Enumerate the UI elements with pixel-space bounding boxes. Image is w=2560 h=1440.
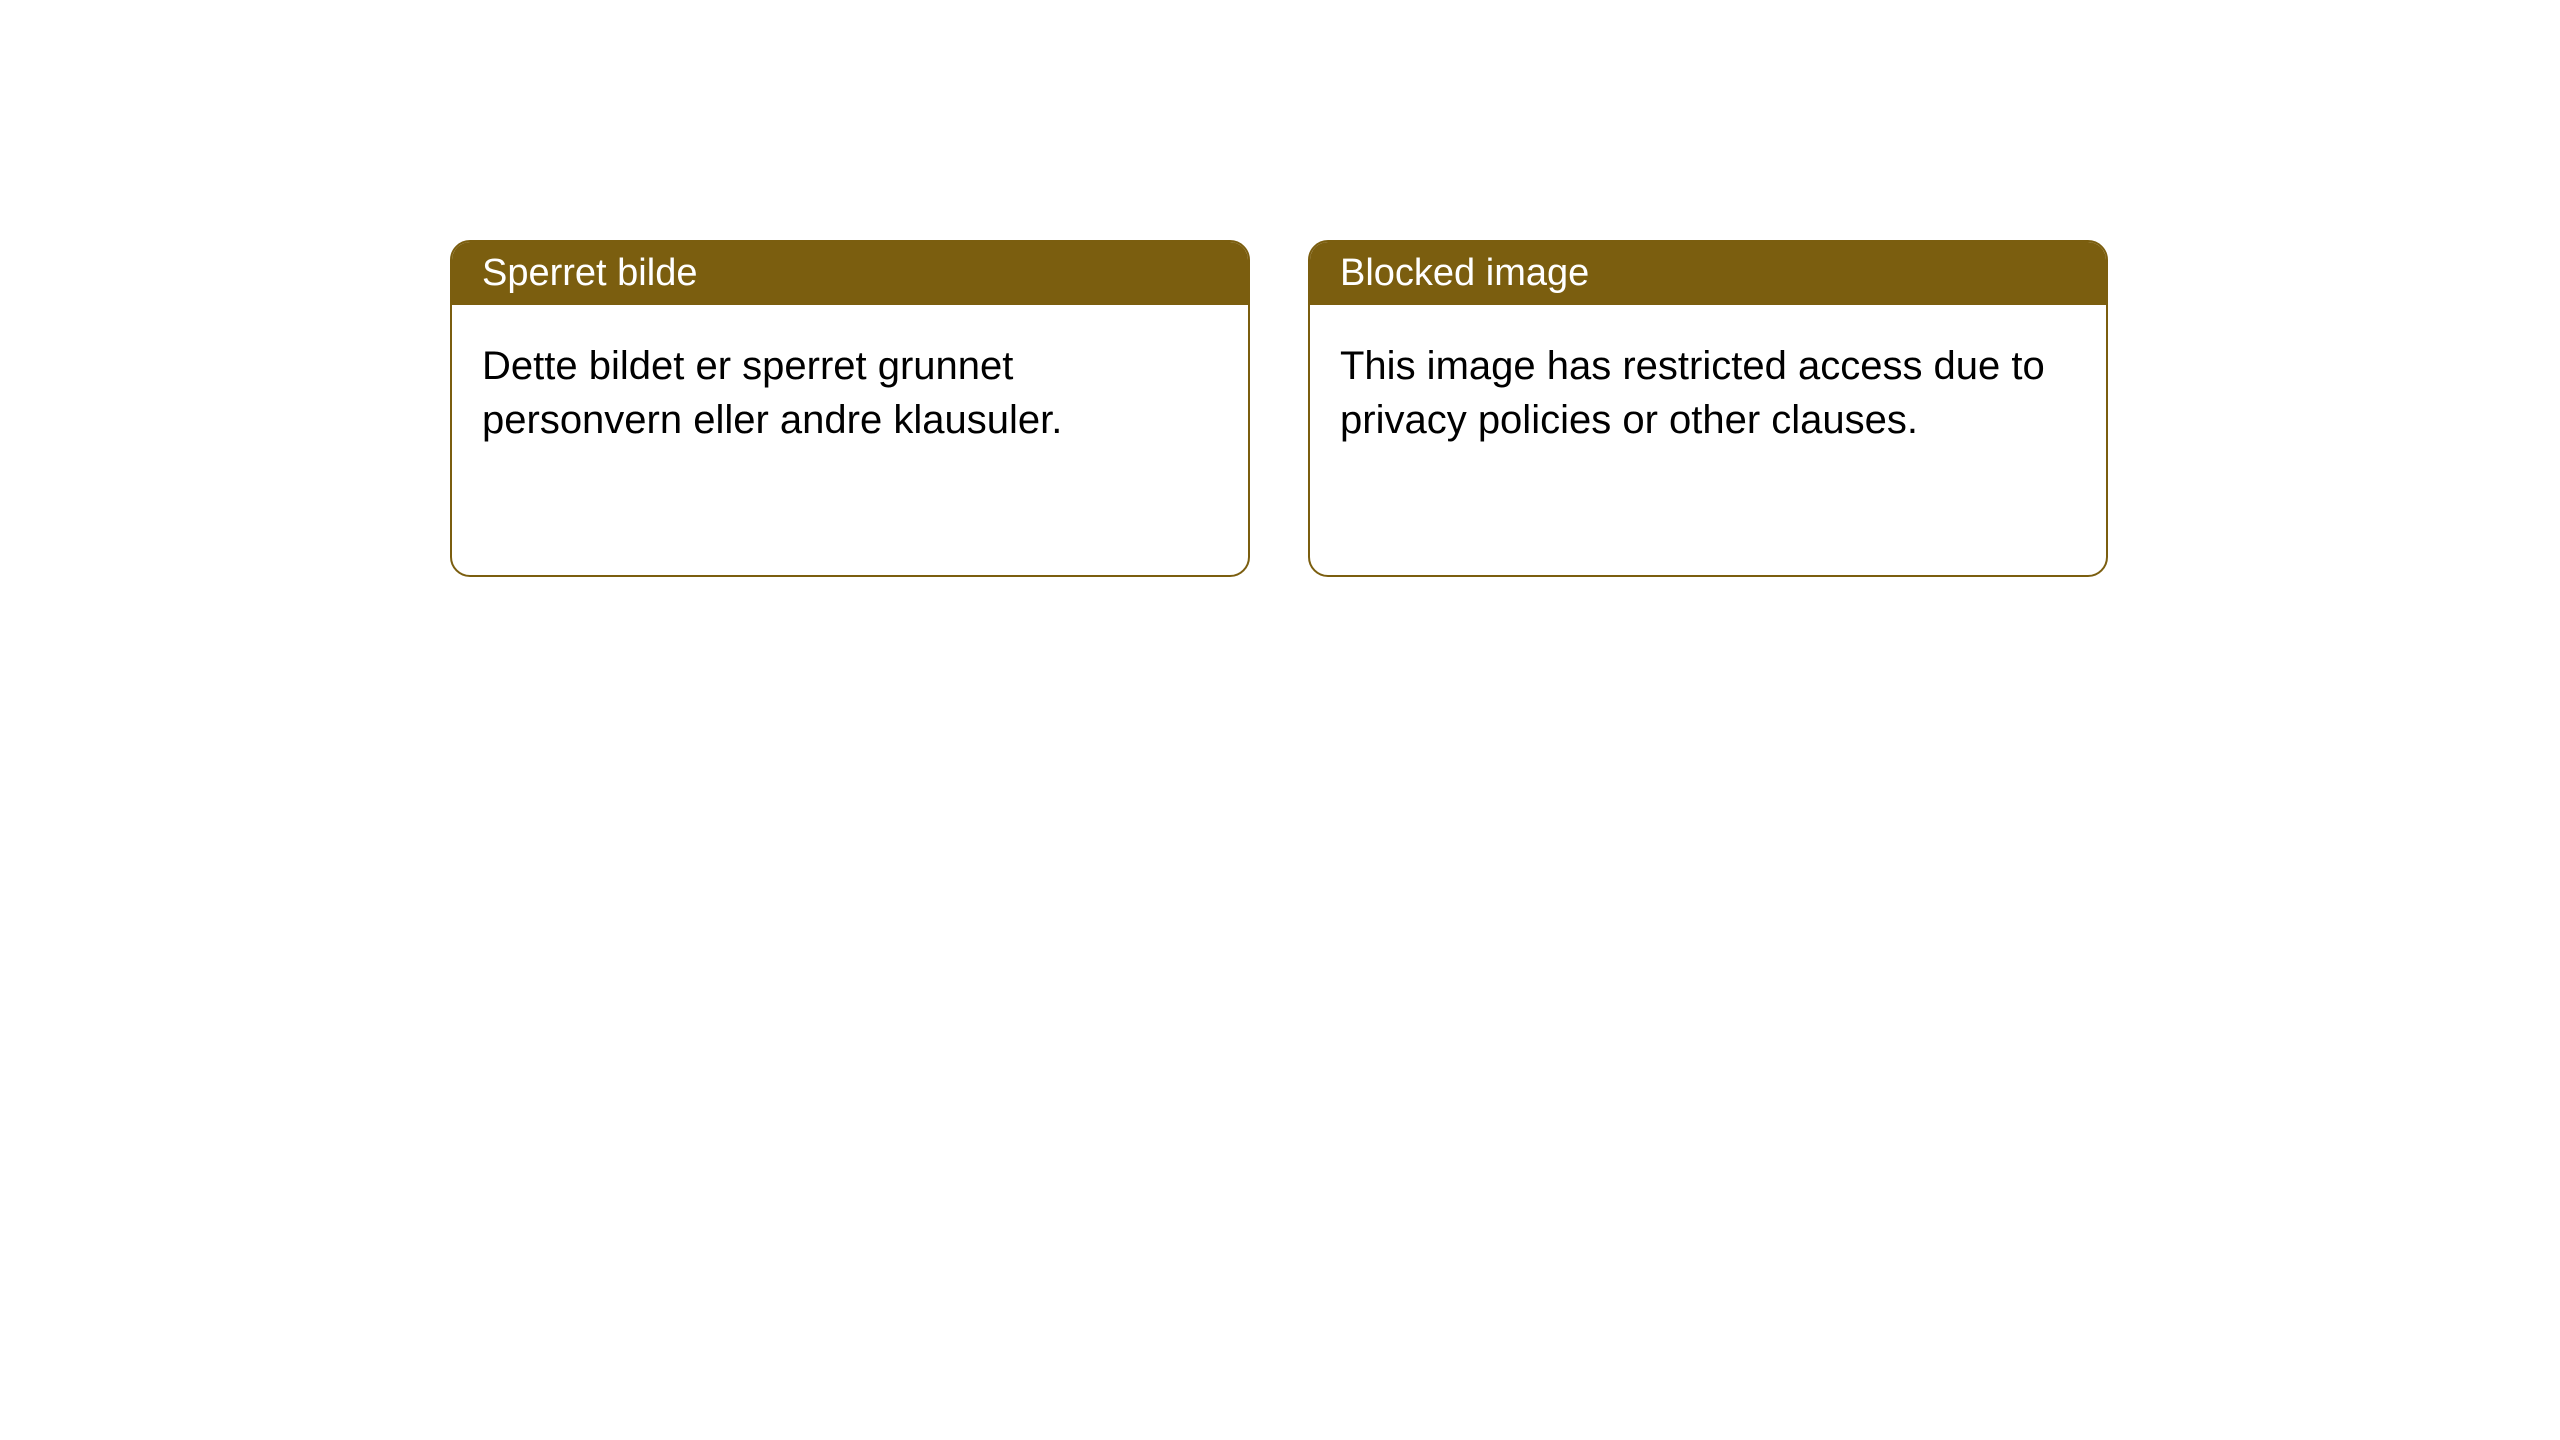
card-title-norwegian: Sperret bilde: [482, 252, 697, 294]
card-message-english: This image has restricted access due to …: [1340, 344, 2045, 442]
blocked-image-card-english: Blocked image This image has restricted …: [1308, 240, 2108, 577]
card-message-norwegian: Dette bildet er sperret grunnet personve…: [482, 344, 1062, 442]
notice-container: Sperret bilde Dette bildet er sperret gr…: [450, 240, 2108, 577]
card-body-english: This image has restricted access due to …: [1310, 305, 2106, 575]
card-header-english: Blocked image: [1310, 242, 2106, 305]
card-header-norwegian: Sperret bilde: [452, 242, 1248, 305]
card-body-norwegian: Dette bildet er sperret grunnet personve…: [452, 305, 1248, 575]
blocked-image-card-norwegian: Sperret bilde Dette bildet er sperret gr…: [450, 240, 1250, 577]
card-title-english: Blocked image: [1340, 252, 1589, 294]
